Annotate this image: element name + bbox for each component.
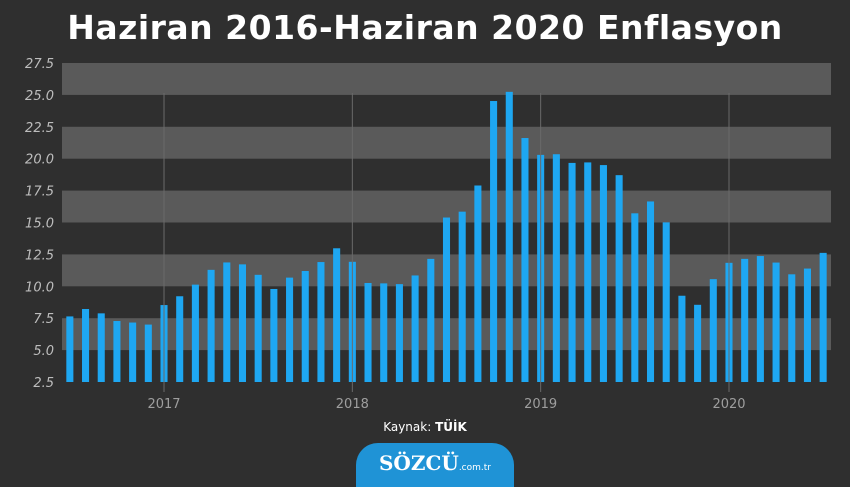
sozcu-logo: SÖZCÜ.com.tr (356, 443, 514, 487)
y-tick-label: 12.5 (25, 248, 54, 263)
logo-sub-text: .com.tr (458, 463, 491, 473)
bar (615, 175, 623, 382)
bar (254, 274, 262, 382)
bar (97, 313, 105, 382)
bar (631, 213, 639, 382)
bar (364, 282, 372, 382)
bar (772, 262, 780, 382)
bar-chart: 2.5 5.0 7.5 10.0 12.5 15.0 17.5 20.0 22.5 25.0 27.… (25, 57, 831, 412)
y-tick-label: 15.0 (25, 217, 54, 232)
bar (584, 162, 592, 382)
bar (442, 217, 451, 382)
grid-band (62, 126, 831, 159)
bar (176, 296, 184, 382)
bar (191, 284, 199, 382)
grid-bands (62, 63, 831, 351)
bar (380, 283, 388, 382)
y-tick-label: 5.0 (33, 344, 54, 359)
y-tick-label: 20.0 (25, 153, 54, 168)
y-tick-label: 2.5 (33, 376, 54, 391)
bar (819, 252, 827, 382)
bar (82, 309, 90, 382)
bar (238, 264, 247, 382)
bar (803, 268, 811, 382)
bar (66, 316, 74, 382)
bar (646, 201, 655, 382)
bars-group (66, 91, 827, 383)
bar (411, 275, 419, 382)
grid-band (62, 63, 831, 95)
bar (568, 162, 576, 382)
bar (223, 262, 231, 382)
bar (599, 165, 607, 382)
x-tick-label: 2017 (147, 397, 180, 412)
bar (521, 138, 529, 382)
x-tick-label: 2019 (524, 397, 557, 412)
y-tick-label: 25.0 (25, 89, 54, 104)
source-value: TÜİK (435, 420, 467, 434)
bar (286, 277, 294, 382)
bar (144, 324, 152, 382)
bar (474, 185, 482, 382)
bar (333, 248, 341, 382)
bar (741, 258, 749, 382)
logo-main-text: SÖZCÜ (378, 451, 459, 475)
bar (788, 274, 796, 382)
grid-band (62, 190, 831, 223)
bar (694, 304, 702, 382)
y-tick-label: 22.5 (25, 121, 54, 136)
bar (207, 269, 215, 382)
x-tick-label: 2018 (336, 397, 369, 412)
bar (458, 211, 466, 382)
y-tick-label: 7.5 (33, 312, 54, 327)
bar (756, 256, 764, 382)
y-tick-label: 27.5 (25, 57, 54, 72)
source-label: Kaynak: (383, 420, 432, 434)
y-tick-label: 10.0 (25, 280, 54, 295)
bar (662, 222, 670, 382)
source-note: Kaynak: TÜİK (0, 420, 850, 434)
chart-title: Haziran 2016-Haziran 2020 Enflasyon (67, 8, 783, 47)
bar (395, 284, 403, 382)
bar (301, 270, 309, 382)
bar (552, 154, 560, 382)
y-axis-ticks: 2.5 5.0 7.5 10.0 12.5 15.0 17.5 20.0 22.5 25.0 27.… (25, 57, 54, 391)
bar (709, 279, 717, 382)
x-axis-ticks: 2017 2018 2019 2020 (147, 93, 746, 412)
bar (427, 258, 435, 382)
bar (317, 262, 325, 382)
bar (678, 295, 686, 382)
bar (113, 321, 121, 382)
bar (505, 91, 513, 383)
y-tick-label: 17.5 (25, 185, 54, 200)
bar (270, 288, 278, 382)
bar (490, 101, 498, 382)
bar (129, 322, 137, 382)
x-tick-label: 2020 (712, 397, 745, 412)
